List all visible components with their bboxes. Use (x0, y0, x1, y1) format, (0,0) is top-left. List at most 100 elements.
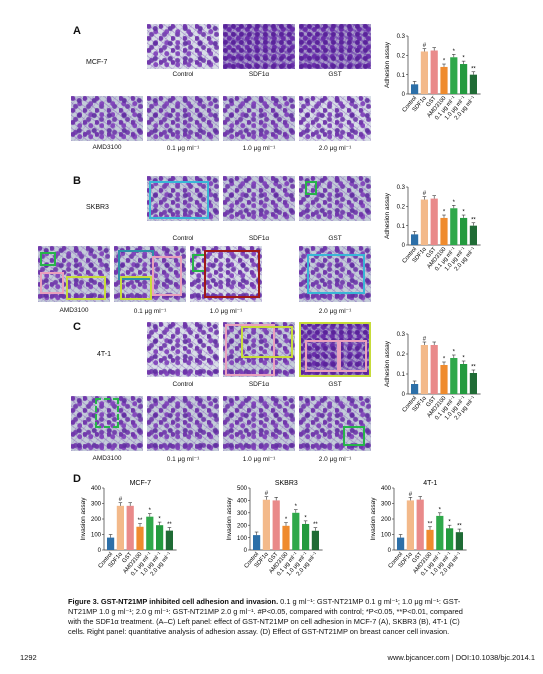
micrograph-b-10 (190, 246, 262, 302)
bar-5 (460, 217, 468, 245)
label-b-01: 0.1 μg ml⁻¹ (133, 308, 167, 315)
bar-3 (282, 525, 290, 550)
significance-mark: # (423, 43, 427, 49)
bar-2 (430, 198, 438, 245)
overlay-box-green (95, 398, 119, 428)
significance-mark: ** (428, 521, 433, 527)
significance-mark: ** (138, 518, 143, 524)
panel-letter-d: D (73, 473, 81, 485)
bar-2 (430, 50, 438, 94)
significance-mark: # (265, 491, 269, 497)
y-tick-label: 300 (91, 502, 102, 508)
y-tick-label: 500 (237, 486, 248, 492)
y-tick-label: 0.2 (397, 205, 406, 211)
y-tick-label: 100 (91, 533, 102, 539)
label-b-gst: GST (328, 235, 342, 242)
significance-mark: ** (471, 365, 476, 371)
significance-mark: * (453, 49, 456, 55)
panel-letter-c: C (73, 321, 81, 333)
chart-title: SKBR3 (275, 480, 298, 487)
y-tick-label: 0.1 (397, 224, 406, 230)
bar-0 (411, 84, 419, 94)
y-axis-label: Adhesion assay (384, 340, 391, 387)
y-tick-label: 200 (237, 523, 248, 529)
row-label-skbr3: SKBR3 (86, 204, 109, 211)
bar-4 (146, 516, 154, 550)
significance-mark: # (409, 492, 413, 498)
micrograph-c-gst (299, 322, 371, 377)
significance-mark: * (439, 507, 442, 513)
label-c-gst: GST (328, 381, 342, 388)
overlay-box-green (305, 181, 317, 195)
overlay-box-yellow (66, 276, 106, 300)
significance-mark: ** (457, 524, 462, 530)
significance-mark: * (462, 356, 465, 362)
bar-4 (450, 358, 458, 394)
bar-6 (311, 530, 319, 550)
significance-mark: ** (471, 217, 476, 223)
bar-3 (440, 365, 448, 394)
label-c-amd3100: AMD3100 (92, 455, 122, 462)
micrograph-b-01 (114, 246, 186, 302)
figure-caption: Figure 3. GST-NT21MP inhibited cell adhe… (68, 597, 473, 637)
micrograph-a-10 (223, 96, 295, 141)
row-label-mcf7: MCF-7 (86, 59, 108, 66)
bar-6 (469, 225, 477, 245)
label-b-amd3100: AMD3100 (59, 307, 89, 314)
overlay-box-blue (149, 181, 209, 219)
y-tick-label: 0 (388, 548, 392, 554)
overlay-box-yellow (299, 322, 371, 377)
y-tick-label: 0 (402, 243, 406, 249)
bar-3 (440, 66, 448, 94)
bar-2 (430, 345, 438, 394)
bar-6 (469, 74, 477, 94)
y-tick-label: 400 (381, 486, 392, 492)
significance-mark: ** (167, 522, 172, 528)
y-tick-label: 200 (381, 517, 392, 523)
bar-0 (107, 537, 115, 550)
bar-1 (420, 51, 428, 94)
y-tick-label: 0.2 (397, 54, 406, 60)
y-tick-label: 0.3 (397, 34, 406, 40)
y-tick-label: 400 (237, 499, 248, 505)
significance-mark: * (285, 517, 288, 523)
bar-4 (292, 512, 300, 550)
bar-4 (450, 208, 458, 245)
significance-mark: * (158, 517, 161, 523)
overlay-box-yellow (120, 276, 152, 300)
label-b-control: Control (172, 235, 194, 242)
label-b-20: 2.0 μg ml⁻¹ (318, 308, 352, 315)
significance-mark: * (462, 210, 465, 216)
significance-mark: * (453, 200, 456, 206)
label-a-20: 2.0 μg ml⁻¹ (318, 145, 352, 152)
bar-0 (411, 234, 419, 245)
bar-3 (440, 217, 448, 245)
y-tick-label: 400 (91, 486, 102, 492)
bar-4 (436, 515, 444, 550)
significance-mark: ** (471, 66, 476, 72)
bar-0 (253, 535, 261, 550)
chart-title: 4T-1 (423, 480, 437, 487)
caption-text: 0.1 g ml⁻¹: GST-NT21MP 0.1 g ml⁻¹; 1.0 μ… (68, 597, 463, 636)
bar-3 (426, 529, 434, 550)
micrograph-c-10 (223, 396, 295, 451)
y-tick-label: 200 (91, 517, 102, 523)
label-c-10: 1.0 μg ml⁻¹ (242, 456, 276, 463)
y-tick-label: 0.3 (397, 185, 406, 191)
significance-mark: # (119, 497, 123, 503)
significance-mark: * (443, 357, 446, 363)
bar-1 (262, 499, 270, 550)
micrograph-a-sdf1 (223, 24, 295, 69)
label-a-gst: GST (328, 71, 342, 78)
micrograph-b-amd3100 (38, 246, 110, 302)
label-a-amd3100: AMD3100 (92, 144, 122, 151)
overlay-box-green (343, 426, 365, 446)
y-tick-label: 0.2 (397, 352, 406, 358)
y-tick-label: 300 (237, 511, 248, 517)
label-a-10: 1.0 μg ml⁻¹ (242, 145, 276, 152)
caption-title: Figure 3. GST-NT21MP inhibited cell adhe… (68, 597, 279, 606)
